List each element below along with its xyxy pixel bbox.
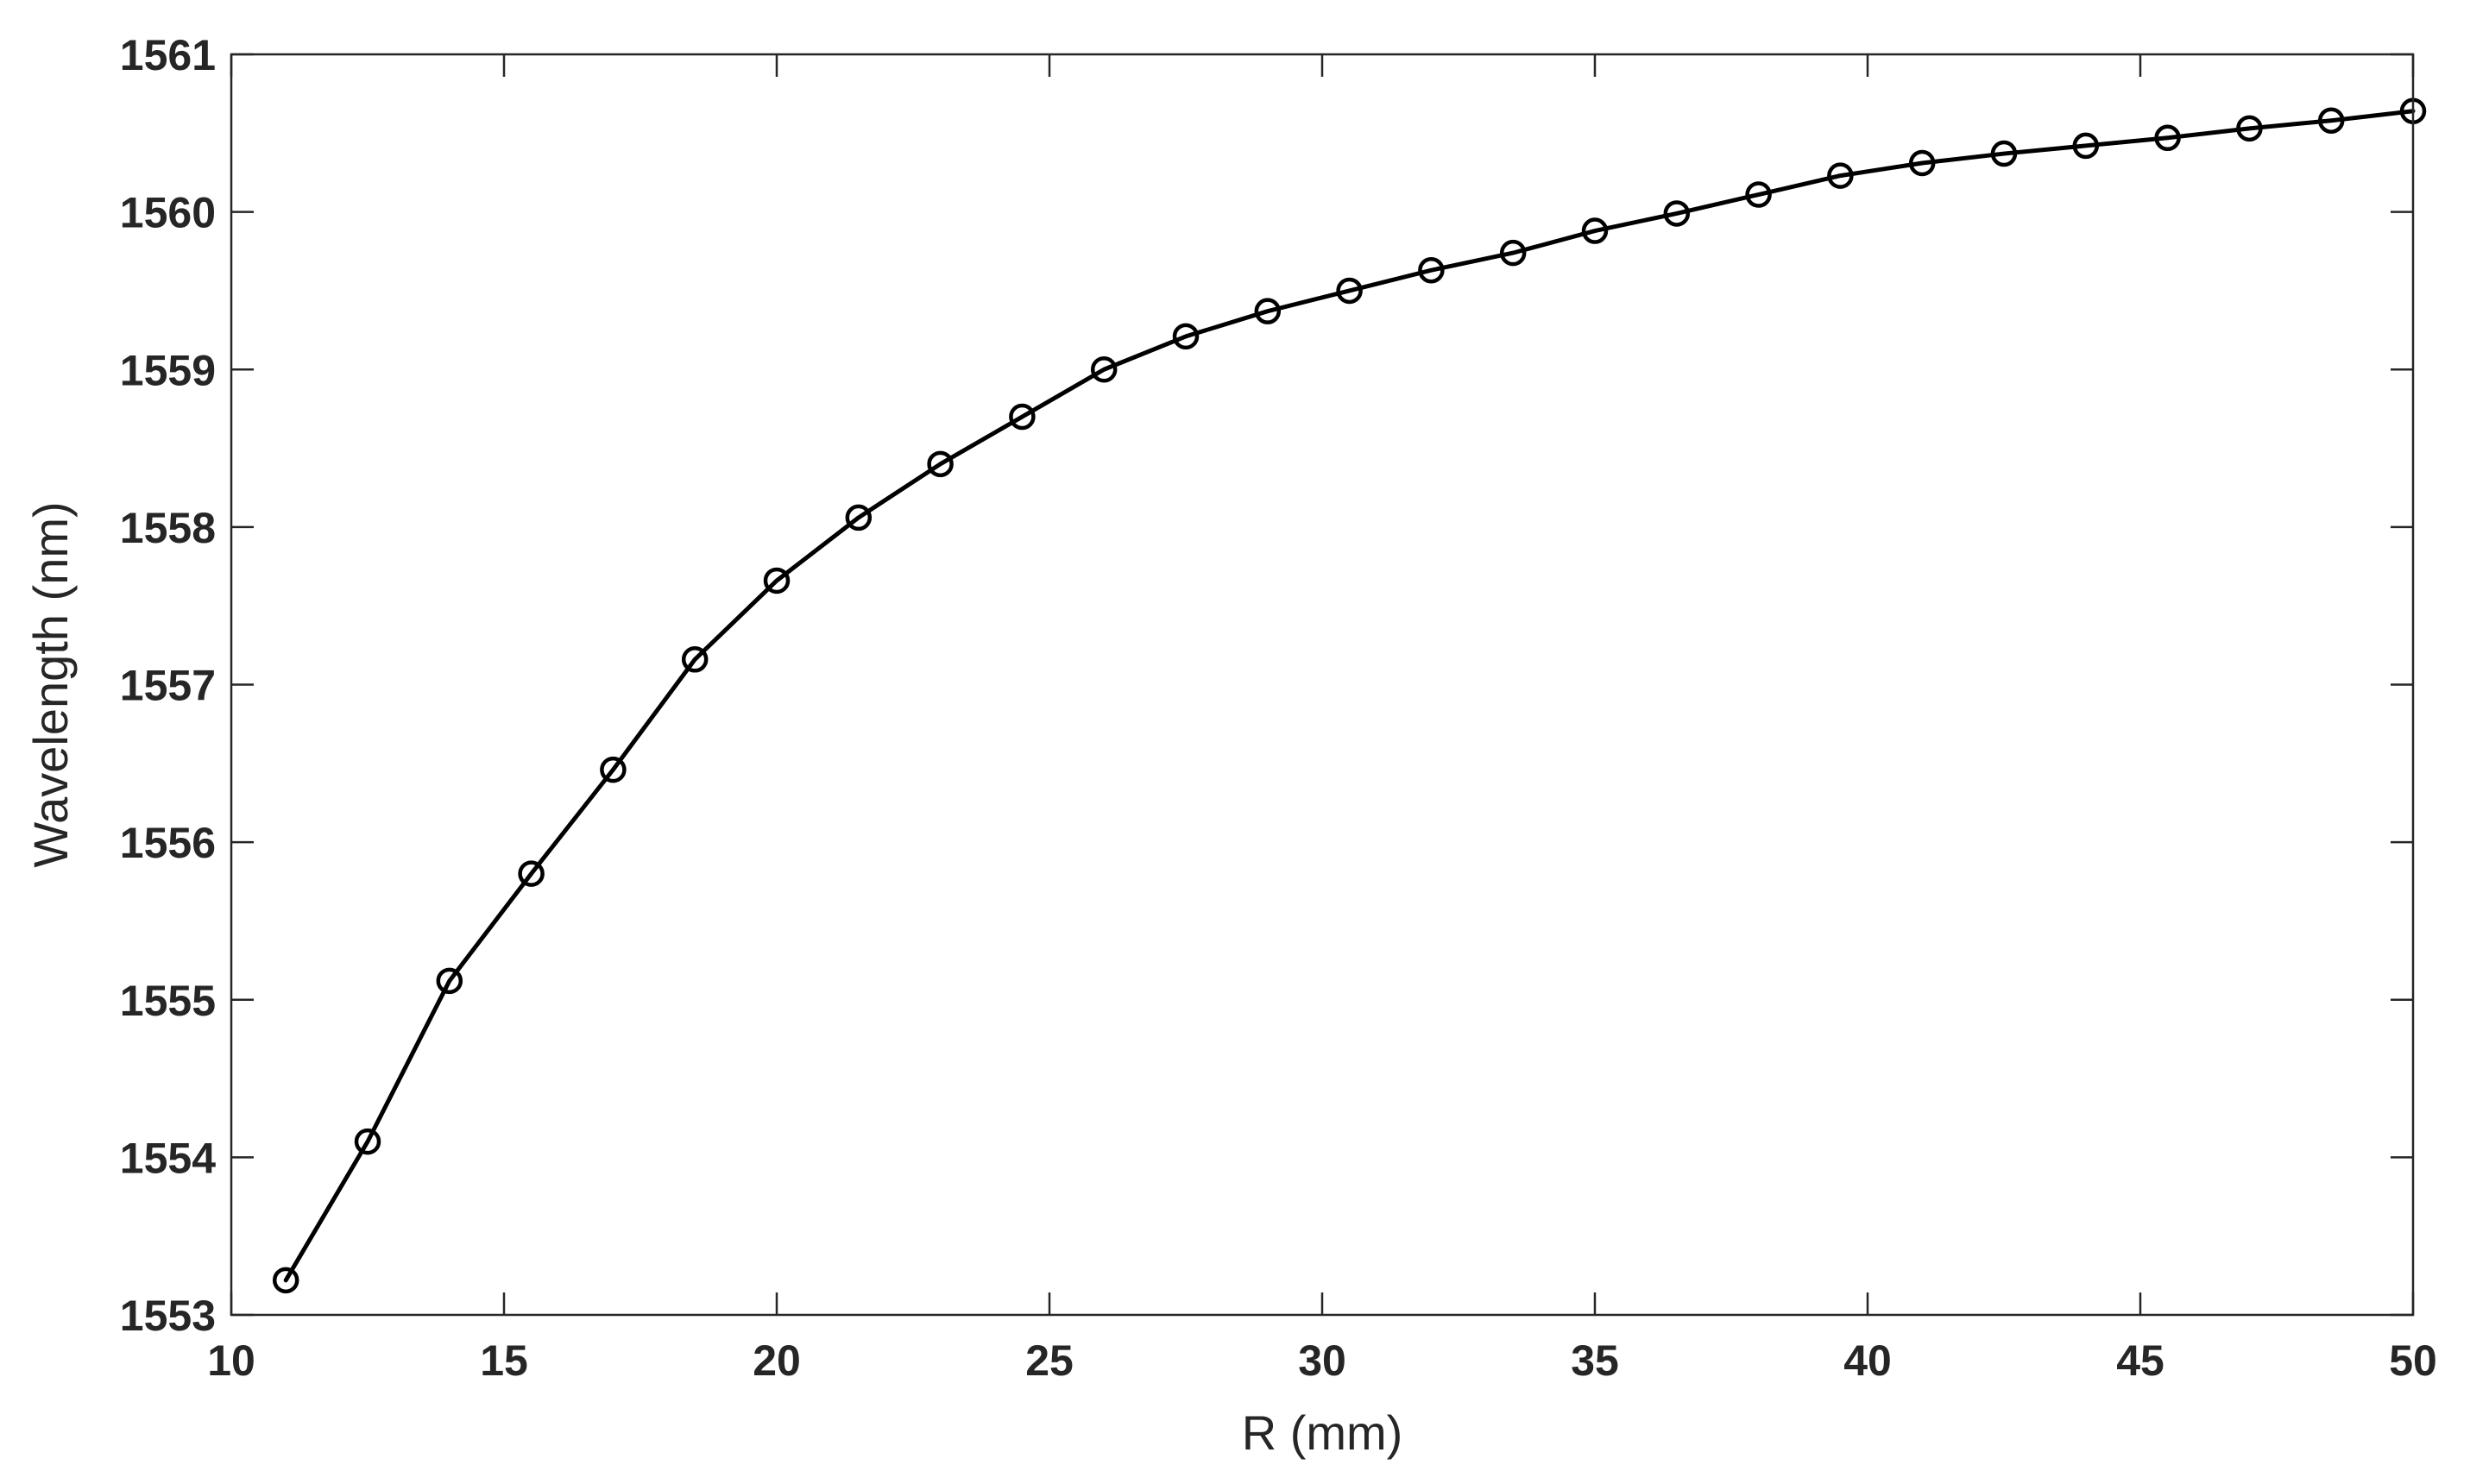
data-point-marker bbox=[681, 646, 709, 673]
data-point-marker bbox=[1254, 298, 1282, 324]
y-axis-label: Wavelength (nm) bbox=[23, 501, 78, 867]
y-tick-label: 1553 bbox=[120, 1292, 216, 1340]
x-tick-label: 25 bbox=[1025, 1336, 1074, 1385]
data-point-marker bbox=[763, 567, 791, 594]
y-tick-label: 1555 bbox=[120, 977, 216, 1025]
data-point-marker bbox=[1745, 181, 1772, 208]
series-line bbox=[283, 109, 2416, 1283]
data-point-marker bbox=[1990, 140, 2018, 167]
x-axis-label: R (mm) bbox=[1242, 1405, 1403, 1460]
x-tick-label: 45 bbox=[2116, 1336, 2164, 1385]
data-point-marker bbox=[600, 756, 627, 783]
data-point-marker bbox=[1581, 217, 1609, 244]
x-tick-label: 10 bbox=[207, 1336, 255, 1385]
data-point-marker bbox=[1908, 149, 1936, 177]
data-point-marker bbox=[2236, 115, 2263, 142]
data-point-marker bbox=[354, 1128, 381, 1155]
data-point-marker bbox=[927, 450, 954, 478]
x-tick-label: 40 bbox=[1843, 1336, 1892, 1385]
x-tick-label: 30 bbox=[1298, 1336, 1346, 1385]
data-point-marker bbox=[436, 967, 463, 995]
y-tick-label: 1560 bbox=[120, 189, 216, 237]
x-tick-label: 35 bbox=[1571, 1336, 1619, 1385]
data-point-marker bbox=[1172, 323, 1200, 350]
y-tick-label: 1559 bbox=[120, 346, 216, 394]
data-point-marker bbox=[518, 860, 545, 887]
data-point-marker bbox=[1090, 356, 1118, 383]
tick-labels: 10 15 20 25 30 35 40 45 50 1553 1554 1555 1556 1557 15… bbox=[120, 31, 2437, 1385]
data-point-marker bbox=[2154, 124, 2181, 152]
data-point-marker bbox=[1009, 403, 1036, 431]
data-point-marker bbox=[272, 1267, 299, 1294]
x-tick-label: 20 bbox=[753, 1336, 801, 1385]
data-point-marker bbox=[1418, 256, 1445, 284]
data-point-marker bbox=[1663, 200, 1691, 227]
y-tick-label: 1558 bbox=[120, 504, 216, 552]
data-point-marker bbox=[1336, 277, 1363, 305]
data-point-marker bbox=[2072, 132, 2100, 160]
y-tick-label: 1561 bbox=[120, 31, 216, 79]
data-point-marker bbox=[1499, 239, 1527, 267]
x-tick-label: 50 bbox=[2389, 1336, 2437, 1385]
plot-area-frame bbox=[230, 53, 2415, 1317]
data-point-marker bbox=[845, 504, 873, 531]
data-point-marker bbox=[2317, 107, 2345, 134]
data-point-marker bbox=[1827, 162, 1854, 189]
data-layer bbox=[272, 97, 2427, 1294]
x-tick-label: 15 bbox=[480, 1336, 528, 1385]
y-tick-label: 1554 bbox=[120, 1134, 216, 1182]
y-tick-label: 1556 bbox=[120, 819, 216, 867]
y-tick-label: 1557 bbox=[120, 662, 216, 710]
